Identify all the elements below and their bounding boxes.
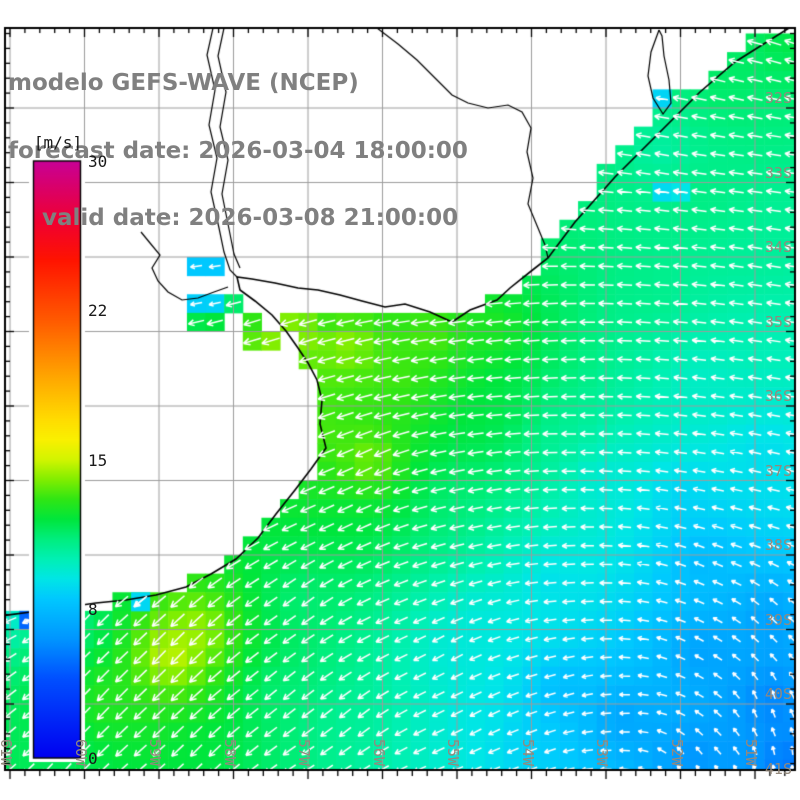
weather-map-page: modelo GEFS-WAVE (NCEP) forecast date: 2… [0,0,800,800]
wave-map-canvas [0,0,800,800]
